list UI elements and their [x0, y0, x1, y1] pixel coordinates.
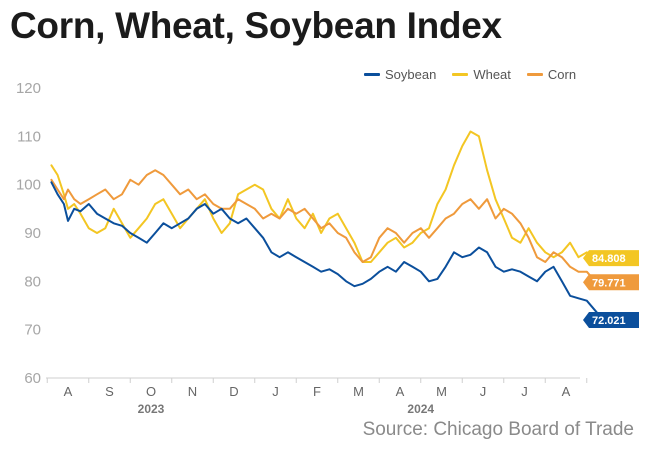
- x-tick-label: A: [562, 384, 571, 399]
- end-label-wheat: 84.808: [592, 253, 626, 265]
- y-tick-label: 70: [24, 322, 41, 339]
- legend-item-soybean: Soybean: [364, 67, 436, 82]
- end-label-bg-soybean: [583, 312, 639, 328]
- x-tick-label: A: [396, 384, 405, 399]
- year-label: 2024: [407, 402, 434, 416]
- x-tick-label: S: [105, 384, 114, 399]
- legend-swatch-soybean: [364, 73, 380, 76]
- legend-label-wheat: Wheat: [473, 67, 511, 82]
- x-tick-label: N: [188, 384, 197, 399]
- end-label-bg-corn: [583, 274, 639, 291]
- end-label-bg-wheat: [583, 250, 639, 267]
- legend-label-corn: Corn: [547, 67, 577, 82]
- y-tick-label: 80: [24, 273, 41, 290]
- year-label: 2023: [138, 402, 165, 416]
- x-tick-label: A: [64, 384, 73, 399]
- x-tick-label: O: [146, 384, 156, 399]
- series-line-soybean: [50, 181, 609, 321]
- series-line-wheat: [50, 130, 609, 263]
- x-tick-label: J: [480, 384, 487, 399]
- x-tick-label: M: [353, 384, 364, 399]
- x-tick-label: J: [272, 384, 279, 399]
- legend-item-corn: Corn: [526, 67, 577, 82]
- end-label-soybean: 72.021: [592, 315, 626, 327]
- legend-item-wheat: Wheat: [452, 67, 511, 82]
- y-tick-label: 120: [16, 80, 41, 97]
- chart-legend: Soybean Wheat Corn: [364, 67, 576, 82]
- y-tick-label: 110: [17, 128, 41, 145]
- x-tick-label: D: [229, 384, 238, 399]
- end-label-corn: 79.771: [592, 277, 626, 289]
- chart-title: Corn, Wheat, Soybean Index: [10, 5, 502, 46]
- series-line-corn: [50, 169, 609, 284]
- x-tick-label: F: [313, 384, 321, 399]
- y-tick-label: 90: [24, 225, 41, 242]
- legend-swatch-corn: [526, 73, 543, 76]
- y-tick-label: 100: [16, 177, 41, 194]
- legend-label-soybean: Soybean: [385, 67, 437, 82]
- legend-swatch-wheat: [452, 73, 469, 76]
- y-tick-label: 60: [24, 370, 41, 387]
- source-note: Source: Chicago Board of Trade: [362, 419, 634, 440]
- x-tick-label: M: [436, 384, 447, 399]
- x-tick-label: J: [521, 384, 528, 399]
